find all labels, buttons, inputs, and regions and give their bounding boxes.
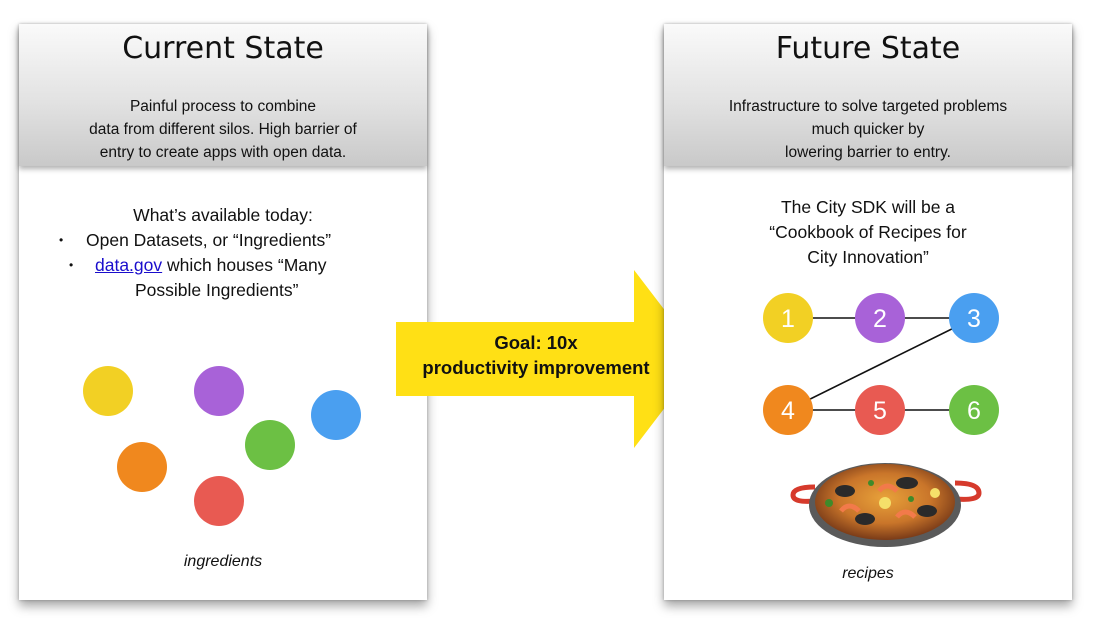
current-state-title: Current State [122, 31, 324, 66]
node-circle [855, 385, 905, 435]
node-label: 4 [781, 397, 795, 425]
bullet-item: • Open Datasets, or “Ingredients” [59, 228, 399, 253]
current-state-description: Painful process to combine data from dif… [39, 95, 407, 164]
recipe-node-4: 4 [763, 385, 813, 435]
node-label: 3 [967, 305, 981, 333]
sdk-line: The City SDK will be a [780, 197, 956, 217]
goal-line: productivity improvement [422, 357, 650, 378]
ingredient-dot-blue [311, 390, 361, 440]
ingredient-dot-purple [194, 366, 244, 416]
bullet-icon: • [69, 258, 74, 272]
current-state-header: Current State Painful process to combine… [19, 24, 427, 166]
ingredients-caption: ingredients [183, 553, 263, 570]
recipe-node-2: 2 [855, 293, 905, 343]
node-circle [949, 293, 999, 343]
node-circle [763, 385, 813, 435]
ingredient-dot-red [194, 476, 244, 526]
node-circle [855, 293, 905, 343]
ingredient-dot-green [245, 420, 295, 470]
node-label: 6 [967, 397, 981, 425]
sdk-line: City Innovation” [807, 247, 929, 267]
goal-arrow: Goal: 10x productivity improvement [396, 270, 704, 448]
future-state-description: Infrastructure to solve targeted problem… [684, 95, 1052, 164]
desc-line: lowering barrier to entry. [785, 144, 951, 161]
recipe-node-5: 5 [855, 385, 905, 435]
desc-line: Infrastructure to solve targeted problem… [728, 98, 1008, 115]
future-state-panel: Future State Infrastructure to solve tar… [664, 24, 1072, 600]
recipe-node-3: 3 [949, 293, 999, 343]
bullet-text: Open Datasets, or “Ingredients” [86, 230, 332, 250]
recipes-caption: recipes [842, 565, 894, 582]
node-circle [949, 385, 999, 435]
data-gov-link[interactable]: data.gov [95, 255, 163, 275]
bullet-list: • Open Datasets, or “Ingredients” • data… [59, 228, 399, 300]
goal-line: Goal: 10x [494, 332, 578, 353]
ingredient-dot-orange [117, 442, 167, 492]
node-label: 5 [873, 397, 887, 425]
sdk-line: “Cookbook of Recipes for [769, 222, 967, 242]
goal-label: Goal: 10x productivity improvement [396, 330, 676, 380]
desc-line: much quicker by [811, 121, 925, 138]
desc-line: entry to create apps with open data. [99, 144, 347, 161]
bullet-text: which houses “Many [162, 255, 327, 275]
recipe-network: 1 2 3 4 5 6 [763, 293, 999, 435]
bullet-icon: • [59, 233, 64, 247]
future-state-title: Future State [775, 31, 961, 66]
paella-image [785, 453, 985, 553]
city-sdk-text: The City SDK will be a “Cookbook of Reci… [664, 195, 1072, 270]
arrow-shape [396, 270, 702, 448]
available-today-heading: What’s available today: [133, 205, 313, 225]
network-edge [787, 317, 975, 411]
current-state-panel: Current State Painful process to combine… [19, 24, 427, 600]
bullet-text-continued: Possible Ingredients” [135, 280, 299, 300]
recipe-node-1: 1 [763, 293, 813, 343]
node-label: 2 [873, 305, 887, 333]
future-state-header: Future State Infrastructure to solve tar… [664, 24, 1072, 166]
ingredient-dot-yellow [83, 366, 133, 416]
bullet-text-line: data.gov which houses “Many [95, 253, 327, 278]
recipe-node-6: 6 [949, 385, 999, 435]
desc-line: Painful process to combine [129, 98, 317, 115]
desc-line: data from different silos. High barrier … [89, 121, 357, 138]
node-label: 1 [781, 305, 795, 333]
node-circle [763, 293, 813, 343]
